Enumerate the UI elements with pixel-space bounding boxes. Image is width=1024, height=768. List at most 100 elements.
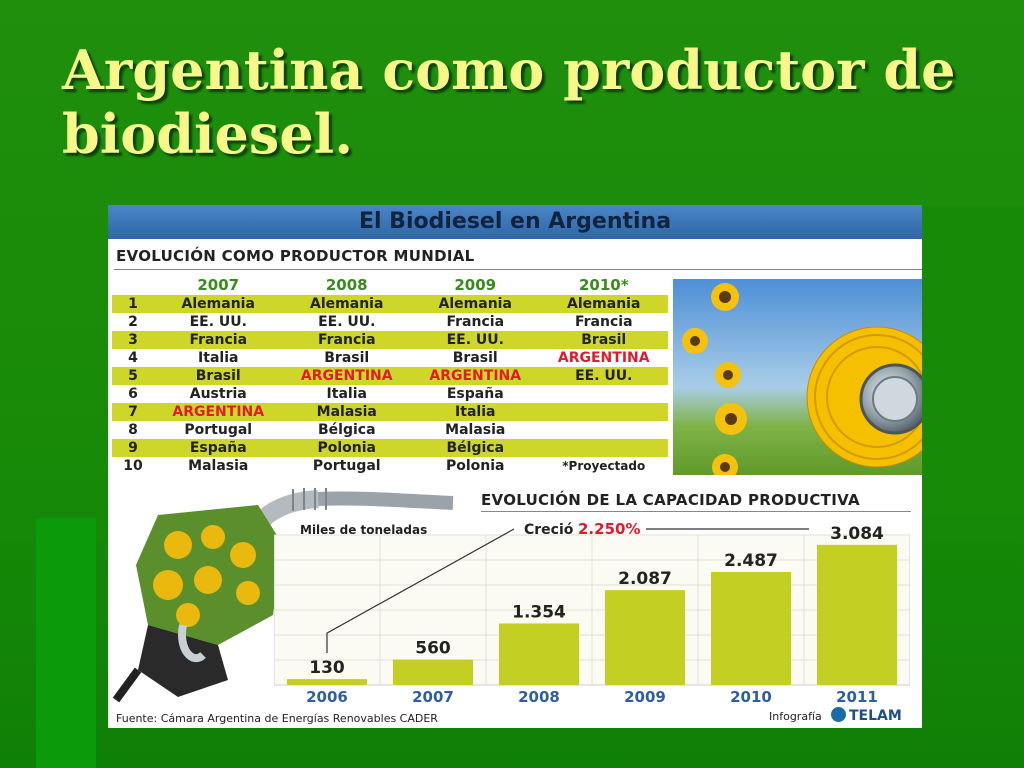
country-cell (540, 385, 669, 403)
country-cell: Brasil (539, 331, 668, 349)
country-cell (539, 403, 668, 421)
infographic-header: El Biodiesel en Argentina (108, 205, 922, 239)
chart-bar (287, 679, 367, 685)
country-cell: Alemania (154, 295, 283, 313)
ranking-row: 6 Austria Italia España (112, 385, 668, 403)
sunflower-photo (673, 279, 922, 475)
ranking-title: EVOLUCIÓN COMO PRODUCTOR MUNDIAL (116, 247, 475, 265)
country-cell: Italia (198, 350, 239, 366)
capacity-bar-chart: 130 2006 560 2007 1.354 2008 2.087 2009 2.487 201… (274, 520, 910, 706)
left-decor-band (36, 518, 96, 768)
chart-bar (711, 571, 791, 685)
chart-value-label: 1.354 (512, 602, 566, 622)
chart-tick-label: 2011 (836, 688, 878, 706)
rank-number: 5 (112, 367, 154, 385)
rank-number: 2 (128, 314, 138, 330)
ranking-header-row: 2007 2008 2009 2010* (112, 275, 668, 295)
rank-number: 3 (112, 331, 154, 349)
slide-title: Argentina como productor de biodiesel. (62, 38, 956, 166)
year-header: 2008 (325, 276, 368, 294)
country-cell: Bélgica (317, 422, 376, 438)
country-cell: Brasil (324, 350, 370, 366)
fuel-nozzle-illustration (112, 488, 454, 703)
chart-tick-label: 2010 (730, 688, 772, 706)
rank-number: 7 (112, 403, 154, 421)
chart-value-label: 560 (415, 639, 451, 659)
ranking-row: 3 Francia Francia EE. UU. Brasil (112, 331, 668, 349)
chart-tick-label: 2006 (306, 688, 348, 706)
country-cell (540, 421, 669, 439)
ranking-row: 5 Brasil ARGENTINA ARGENTINA EE. UU. (112, 367, 668, 385)
country-cell: Italia (411, 403, 540, 421)
infographic: El Biodiesel en Argentina EVOLUCIÓN COMO… (108, 205, 922, 728)
ranking-row: 10 Malasia Portugal Polonia *Proyectado (112, 457, 668, 475)
growth-annotation-line (326, 528, 515, 654)
telam-logo: TELAM (831, 707, 902, 724)
telam-brand: TELAM (849, 708, 902, 724)
country-cell: Brasil (154, 367, 283, 385)
country-cell: Malasia (445, 422, 506, 438)
country-cell (539, 439, 668, 457)
country-cell: Italia (326, 386, 367, 402)
chart-value-label: 130 (309, 658, 345, 678)
rank-number: 10 (123, 458, 143, 474)
infographic-credit: Infografía (769, 710, 822, 723)
country-cell: Francia (282, 331, 411, 349)
country-cell: Alemania (282, 295, 411, 313)
country-cell: Francia (574, 314, 633, 330)
rank-number: 4 (128, 350, 138, 366)
country-cell: Francia (154, 331, 283, 349)
growth-value: 2.250% (578, 520, 640, 538)
rank-number: 8 (128, 422, 138, 438)
country-cell: Alemania (411, 295, 540, 313)
rank-number: 6 (128, 386, 138, 402)
rank-number: 1 (112, 295, 154, 313)
source-note: Fuente: Cámara Argentina de Energías Ren… (116, 712, 438, 725)
chart-value-label: 2.487 (724, 551, 778, 571)
country-cell: España (154, 439, 283, 457)
year-header: 2010* (578, 276, 629, 294)
country-cell: España (446, 386, 504, 402)
country-cell: Brasil (452, 350, 498, 366)
country-cell: ARGENTINA (282, 367, 411, 385)
right-decor-band (922, 205, 1024, 515)
country-cell: Bélgica (411, 439, 540, 457)
year-header: 2009 (454, 276, 497, 294)
ranking-row: 4 Italia Brasil Brasil ARGENTINA (112, 349, 668, 367)
country-cell: Austria (189, 386, 247, 402)
chart-tick-label: 2007 (412, 688, 454, 706)
chart-tick-label: 2008 (518, 688, 560, 706)
country-cell: ARGENTINA (411, 367, 540, 385)
year-header: 2007 (197, 276, 240, 294)
ranking-row: 9 España Polonia Bélgica (112, 439, 668, 457)
growth-label: Creció (524, 522, 574, 538)
ranking-row: 8 Portugal Bélgica Malasia (112, 421, 668, 439)
ranking-divider (114, 269, 922, 270)
chart-tick-label: 2009 (624, 688, 666, 706)
chart-bar (499, 623, 579, 685)
country-cell: Malasia (282, 403, 411, 421)
projection-note: *Proyectado (562, 459, 646, 473)
ranking-row: 2 EE. UU. EE. UU. Francia Francia (112, 313, 668, 331)
country-cell: EE. UU. (539, 367, 668, 385)
country-cell: Portugal (184, 422, 253, 438)
country-cell: EE. UU. (318, 314, 376, 330)
chart-bar (393, 659, 473, 685)
capacity-title: EVOLUCIÓN DE LA CAPACIDAD PRODUCTIVA (481, 491, 860, 509)
telam-logo-icon (831, 707, 846, 722)
country-cell: ARGENTINA (557, 350, 650, 366)
chart-bar (605, 590, 685, 685)
chart-bar (817, 544, 897, 685)
country-cell: ARGENTINA (154, 403, 283, 421)
capacity-divider (481, 511, 911, 512)
chart-value-label: 2.087 (618, 569, 672, 589)
ranking-row: 7 ARGENTINA Malasia Italia (112, 403, 668, 421)
rank-number: 9 (112, 439, 154, 457)
ranking-row: 1 Alemania Alemania Alemania Alemania (112, 295, 668, 313)
country-cell: EE. UU. (189, 314, 247, 330)
country-cell: Francia (446, 314, 505, 330)
rank-column-header (112, 275, 154, 295)
country-cell: EE. UU. (411, 331, 540, 349)
chart-value-label: 3.084 (830, 524, 884, 544)
country-cell: Malasia (188, 458, 249, 474)
